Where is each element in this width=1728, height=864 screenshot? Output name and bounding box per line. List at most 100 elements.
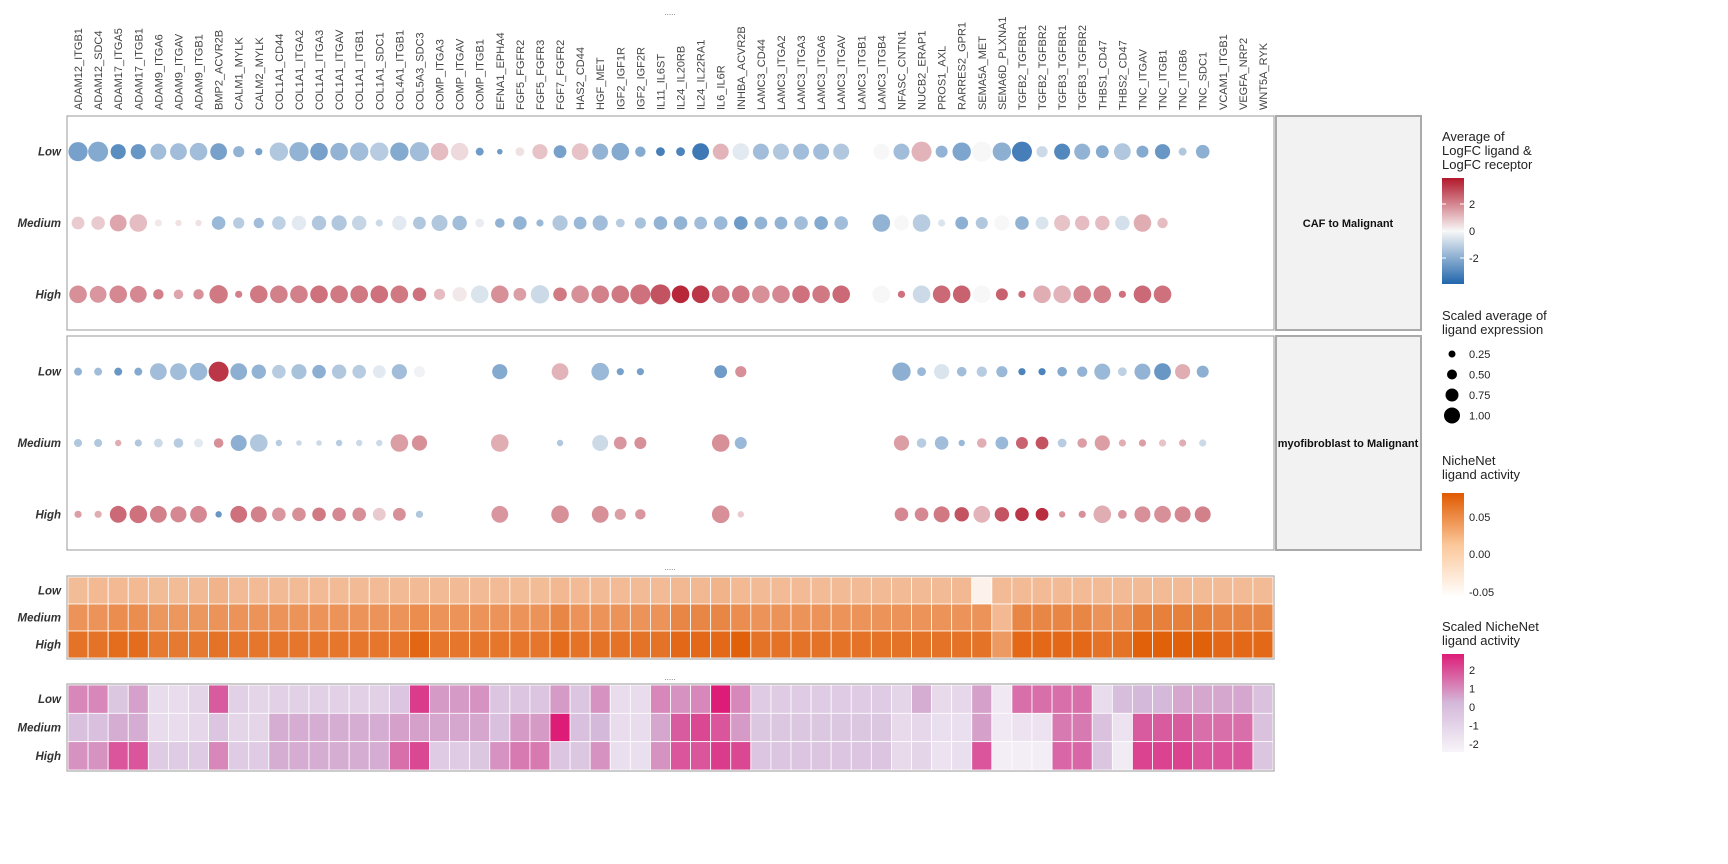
heatmap-cell: [1111, 741, 1133, 771]
dot-point: [235, 290, 243, 298]
heatmap-cell: [830, 576, 852, 605]
heatmap-cell: [1051, 630, 1073, 659]
heatmap-cell: [469, 741, 491, 771]
heatmap-cell: [248, 576, 270, 605]
legend-title-logfc: Average of: [1442, 129, 1505, 144]
heatmap-cell: [770, 741, 792, 771]
heatmap-cell: [1252, 741, 1274, 771]
heatmap-cell: [268, 741, 290, 771]
dot-point: [932, 285, 951, 304]
dot-point: [650, 284, 671, 305]
dot-point: [390, 142, 409, 161]
column-label: COL4A1_ITGB1: [394, 30, 406, 110]
heatmap-cell: [288, 603, 310, 632]
heatmap-cell: [308, 684, 330, 714]
dot-point: [1118, 439, 1126, 447]
heatmap-cell: [891, 712, 912, 743]
heatmap-cell: [650, 576, 671, 605]
heatmap-cell: [1152, 741, 1173, 771]
dotplot-panel-caf: CAF to Malignant Low Medium High: [18, 115, 1422, 331]
heatmap-cell: [208, 576, 230, 605]
heatmap-cell: [650, 741, 671, 771]
dot-point: [995, 436, 1009, 450]
heatmap-cell: [168, 576, 189, 605]
column-label: EFNA1_EPHA4: [495, 32, 507, 110]
dot-point: [94, 510, 102, 518]
legend-tick-label: 0: [1469, 702, 1475, 714]
dot-point: [873, 143, 890, 160]
dot-point: [1115, 215, 1130, 231]
dot-point: [992, 142, 1012, 161]
heatmap-cell: [750, 576, 772, 605]
dot-point: [653, 216, 668, 230]
dot-point: [553, 287, 567, 302]
heatmap-cell: [1172, 684, 1194, 714]
dot-point: [872, 214, 891, 232]
dot-point: [592, 435, 609, 451]
separator-mark: .....: [664, 563, 675, 572]
dot-point: [1036, 146, 1048, 158]
heatmap-cell: [1192, 684, 1214, 714]
dot-point: [975, 217, 988, 229]
dot-point: [793, 143, 810, 160]
heatmap-cell: [509, 603, 531, 632]
heatmap-cell: [1172, 630, 1194, 659]
heatmap-cell: [750, 741, 772, 771]
dot-point: [296, 440, 302, 446]
heatmap-cell: [1152, 630, 1173, 659]
heatmap-cell: [1232, 576, 1254, 605]
heatmap-cell: [609, 603, 631, 632]
column-label: ADAM9_ITGAV: [173, 33, 185, 110]
heatmap-cell: [529, 741, 551, 771]
dot-point: [711, 505, 730, 524]
heatmap-cell: [248, 712, 270, 743]
heatmap-cell: [770, 684, 792, 714]
heatmap-cell: [1011, 576, 1033, 605]
heatmap-cell: [449, 630, 471, 659]
heatmap-cell: [931, 741, 953, 771]
dot-point: [976, 438, 987, 448]
heatmap-cell: [107, 576, 129, 605]
heatmap-cell: [1091, 603, 1113, 632]
dot-point: [1015, 437, 1028, 449]
dot-point: [630, 284, 651, 305]
heatmap-cell: [489, 712, 511, 743]
dot-point: [712, 143, 729, 160]
heatmap-cell: [951, 712, 973, 743]
heatmap-cell: [188, 576, 209, 605]
dot-point: [934, 364, 950, 380]
column-label: THBS1_CD47: [1097, 40, 1109, 110]
column-label: COMP_ITGB1: [475, 39, 487, 110]
dot-point: [496, 148, 503, 155]
heatmap-cell: [790, 712, 812, 743]
dot-point: [553, 145, 567, 159]
heatmap-cell: [931, 630, 953, 659]
column-label: HAS2_CD44: [575, 47, 587, 110]
heatmap-cell: [87, 684, 109, 714]
heatmap-cell: [127, 630, 149, 659]
dot-point: [1113, 143, 1131, 161]
column-label: CALM1_MYLK: [234, 37, 246, 110]
legend-tick-label: 2: [1469, 665, 1475, 677]
column-label: WNT5A_RYK: [1258, 42, 1270, 110]
heatmap-cell: [690, 684, 712, 714]
dot-point: [958, 439, 965, 447]
heatmap-cell: [629, 576, 651, 605]
separator-mark: .....: [664, 8, 675, 17]
column-label: COL1A1_CD44: [274, 34, 286, 110]
column-label: NFASC_CNTN1: [896, 31, 908, 110]
dot-point: [774, 216, 788, 230]
column-label: IGF2_IGF2R: [635, 47, 647, 110]
heatmap-cell: [830, 741, 852, 771]
heatmap-cell: [368, 603, 390, 632]
heatmap-cell: [509, 712, 531, 743]
dot-point: [88, 141, 109, 162]
dot-point: [272, 507, 286, 522]
heatmap-cell: [1011, 712, 1033, 743]
heatmap-cell: [870, 741, 892, 771]
heatmap-cell: [650, 630, 671, 659]
heatmap-cell: [951, 741, 973, 771]
heatmap-cell: [449, 741, 471, 771]
heatmap-cell: [670, 741, 691, 771]
heatmap-cell: [87, 741, 109, 771]
